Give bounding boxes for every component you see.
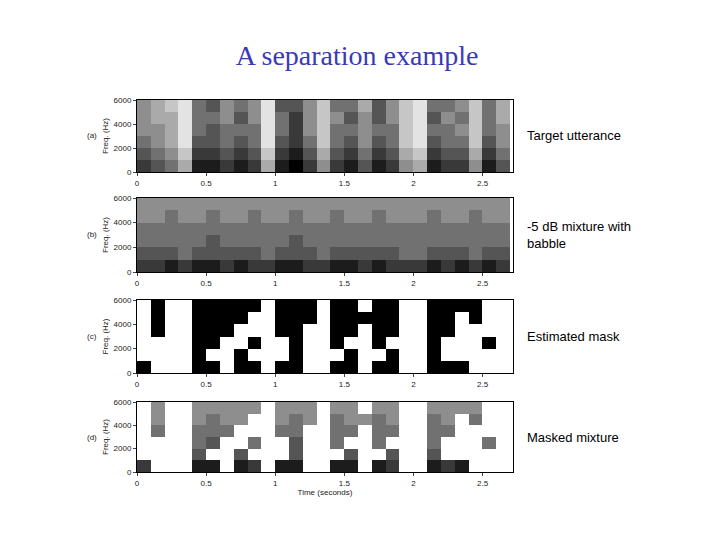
svg-text:2: 2 [411, 479, 416, 488]
svg-text:2.5: 2.5 [477, 279, 489, 288]
svg-text:(a): (a) [87, 131, 97, 140]
svg-text:2000: 2000 [114, 344, 132, 353]
svg-text:Freq. (Hz): Freq. (Hz) [101, 318, 110, 354]
svg-text:Freq. (Hz): Freq. (Hz) [101, 118, 110, 154]
svg-text:0.5: 0.5 [201, 279, 213, 288]
svg-text:0.5: 0.5 [201, 479, 213, 488]
svg-text:Freq. (Hz): Freq. (Hz) [101, 217, 110, 253]
svg-text:(d): (d) [87, 433, 97, 442]
svg-text:1: 1 [273, 279, 278, 288]
svg-text:2: 2 [411, 179, 416, 188]
svg-text:A separation example: A separation example [236, 40, 479, 71]
svg-text:0: 0 [127, 369, 132, 378]
svg-text:Masked mixture: Masked mixture [527, 430, 619, 445]
svg-text:1.5: 1.5 [339, 380, 351, 389]
svg-text:2000: 2000 [114, 444, 132, 453]
svg-text:0: 0 [135, 479, 140, 488]
svg-text:2.5: 2.5 [477, 179, 489, 188]
svg-text:Estimated mask: Estimated mask [527, 329, 620, 344]
svg-text:2000: 2000 [114, 243, 132, 252]
svg-text:Target utterance: Target utterance [527, 128, 621, 143]
svg-text:1.5: 1.5 [339, 479, 351, 488]
svg-text:0: 0 [127, 168, 132, 177]
svg-text:4000: 4000 [114, 320, 132, 329]
svg-text:0.5: 0.5 [201, 380, 213, 389]
svg-text:0: 0 [127, 468, 132, 477]
svg-text:2.5: 2.5 [477, 479, 489, 488]
svg-text:1.5: 1.5 [339, 179, 351, 188]
svg-text:4000: 4000 [114, 421, 132, 430]
svg-text:Freq. (Hz): Freq. (Hz) [101, 419, 110, 455]
svg-text:2.5: 2.5 [477, 380, 489, 389]
svg-text:1: 1 [273, 479, 278, 488]
svg-text:Time (seconds): Time (seconds) [298, 488, 353, 497]
svg-text:6000: 6000 [114, 296, 132, 305]
svg-text:-5 dB mixture withbabble: -5 dB mixture withbabble [527, 219, 631, 251]
svg-text:4000: 4000 [114, 218, 132, 227]
svg-text:4000: 4000 [114, 120, 132, 129]
svg-text:6000: 6000 [114, 398, 132, 407]
svg-text:(b): (b) [87, 230, 97, 239]
svg-text:1.5: 1.5 [339, 279, 351, 288]
svg-text:2: 2 [411, 279, 416, 288]
svg-text:0: 0 [135, 179, 140, 188]
svg-text:2000: 2000 [114, 144, 132, 153]
svg-text:0.5: 0.5 [201, 179, 213, 188]
svg-text:0: 0 [135, 380, 140, 389]
svg-text:1: 1 [273, 179, 278, 188]
svg-text:(c): (c) [87, 332, 97, 341]
svg-text:0: 0 [127, 268, 132, 277]
svg-text:6000: 6000 [114, 96, 132, 105]
svg-text:0: 0 [135, 279, 140, 288]
svg-text:2: 2 [411, 380, 416, 389]
svg-text:1: 1 [273, 380, 278, 389]
svg-text:6000: 6000 [114, 194, 132, 203]
